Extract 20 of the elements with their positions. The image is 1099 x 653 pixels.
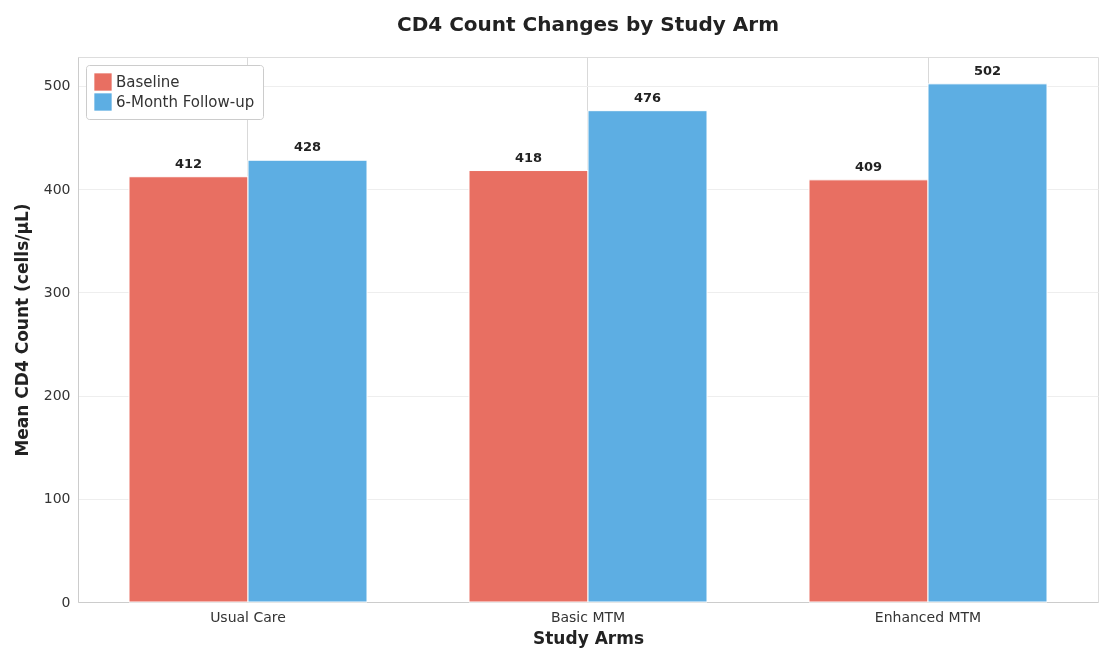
y-tick-label: 300 (43, 283, 71, 300)
legend-label: Baseline (116, 73, 180, 91)
y-tick-label: 200 (43, 387, 71, 404)
y-tick-label: 100 (43, 490, 71, 507)
chart-title: CD4 Count Changes by Study Arm (397, 12, 779, 36)
x-axis-title: Study Arms (532, 627, 645, 648)
data-label: 409 (854, 158, 883, 174)
data-label: 428 (293, 139, 322, 155)
x-tick-label: Basic MTM (550, 608, 626, 625)
y-tick-label: 500 (43, 77, 71, 94)
y-axis-title: Mean CD4 Count (cells/μL) (11, 203, 32, 457)
y-tick-label: 400 (43, 180, 71, 197)
data-label: 476 (633, 89, 662, 105)
x-tick-label: Usual Care (210, 608, 286, 625)
y-tick-label: 0 (61, 593, 71, 610)
legend-label: 6-Month Follow-up (116, 93, 255, 111)
x-tick-label: Enhanced MTM (874, 608, 982, 625)
data-label: 502 (973, 62, 1002, 78)
data-label: 418 (514, 149, 543, 165)
data-label: 412 (174, 155, 203, 171)
